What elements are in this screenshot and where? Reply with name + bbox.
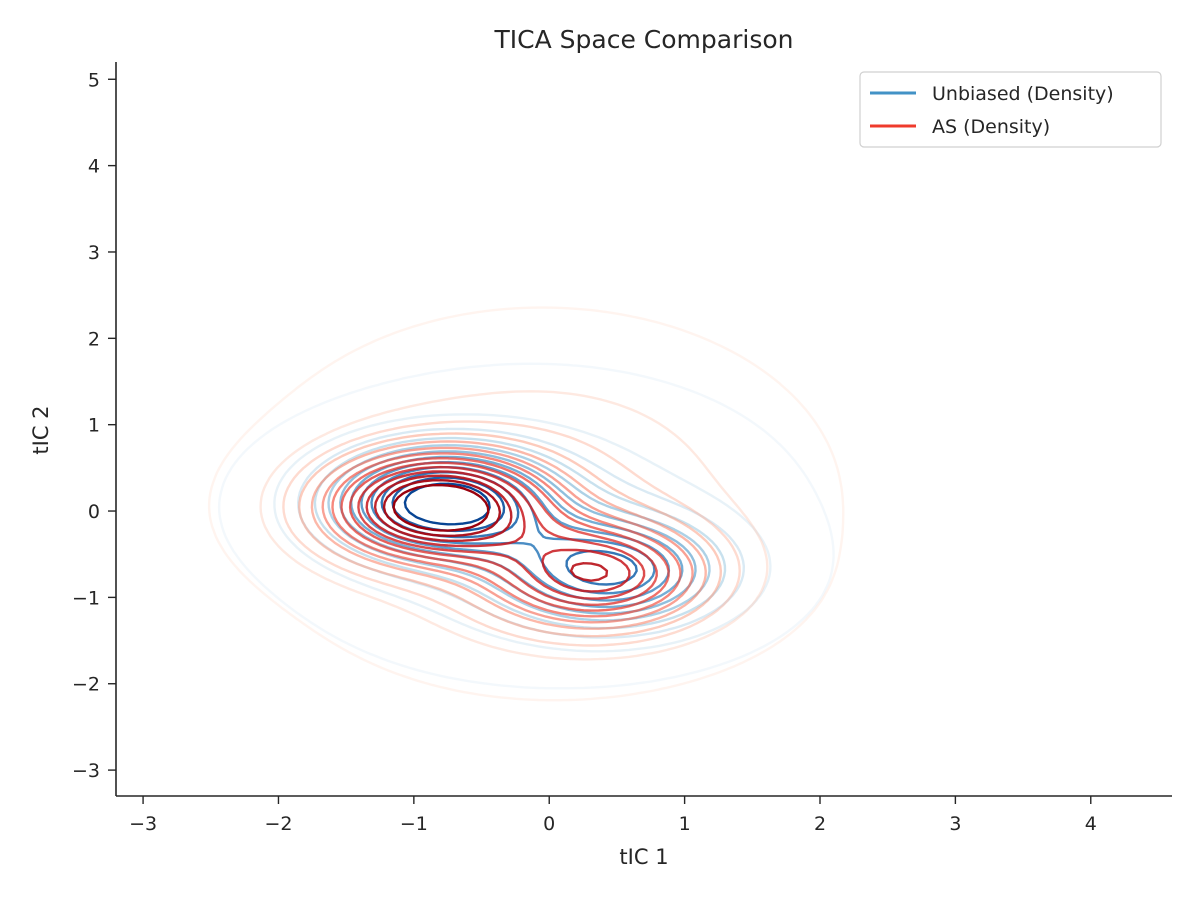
y-tick-label: 3: [88, 242, 100, 264]
contour-level: [217, 362, 835, 690]
y-tick-label: 5: [88, 69, 100, 91]
as-density-contours: [207, 306, 845, 702]
y-tick-label: 1: [88, 415, 100, 437]
y-tick-label: 4: [88, 156, 100, 178]
legend-box: [859, 71, 1162, 148]
x-tick-label: 0: [543, 813, 555, 835]
y-tick-label: 0: [88, 501, 100, 523]
x-tick-label: −1: [400, 813, 428, 835]
legend-label-as: AS (Density): [932, 116, 1050, 138]
contour-level: [340, 457, 670, 612]
x-tick-label: 3: [949, 813, 961, 835]
y-axis-label: tIC 2: [29, 405, 53, 454]
x-tick-label: −3: [129, 813, 157, 835]
x-tick-label: 1: [679, 813, 691, 835]
contour-level: [207, 306, 845, 702]
contour-level: [382, 479, 502, 537]
x-axis-label: tIC 1: [619, 845, 668, 869]
contour-level: [282, 420, 741, 647]
legend: Unbiased (Density) AS (Density): [859, 71, 1162, 148]
chart-title: TICA Space Comparison: [494, 25, 794, 54]
x-tick-label: 4: [1085, 813, 1097, 835]
contour-level: [373, 474, 609, 582]
y-tick-label: −1: [72, 587, 100, 609]
x-tick-label: 2: [814, 813, 826, 835]
contour-level: [259, 390, 769, 661]
contour-level: [298, 432, 722, 638]
y-tick-label: 2: [88, 328, 100, 350]
contour-level: [331, 452, 682, 618]
legend-label-unbiased: Unbiased (Density): [932, 83, 1114, 105]
contour-level: [273, 413, 772, 653]
contour-level: [348, 461, 658, 606]
x-tick-label: −2: [264, 813, 292, 835]
unbiased-density-contours: [217, 362, 835, 690]
y-tick-label: −2: [72, 674, 100, 696]
contour-level: [392, 483, 490, 532]
contour-level: [365, 470, 631, 593]
contour-level: [321, 446, 694, 624]
axes: −3 −2 −1 0 1 2 3 4 −3 −2 −1 0 1 2 3 4 5: [72, 62, 1172, 835]
contour-level: [310, 440, 707, 630]
contour-level: [403, 482, 491, 526]
y-tick-label: −3: [72, 760, 100, 782]
contour-level: [357, 465, 646, 600]
